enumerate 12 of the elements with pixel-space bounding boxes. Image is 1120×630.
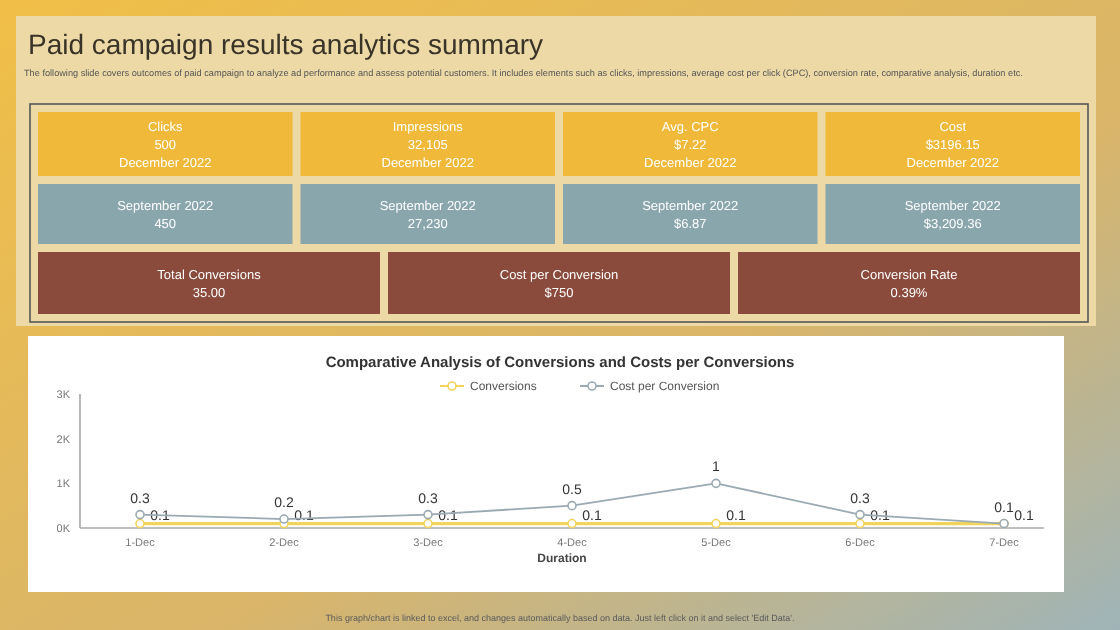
point xyxy=(279,514,289,524)
point xyxy=(711,478,721,489)
point xyxy=(567,500,577,511)
point xyxy=(423,509,433,520)
point xyxy=(855,518,865,529)
point xyxy=(855,509,865,520)
text: Paid campaign results analytics summary xyxy=(28,27,544,60)
point xyxy=(135,518,145,529)
point xyxy=(423,518,433,529)
point xyxy=(135,509,145,520)
point xyxy=(711,518,721,529)
point xyxy=(567,518,577,529)
